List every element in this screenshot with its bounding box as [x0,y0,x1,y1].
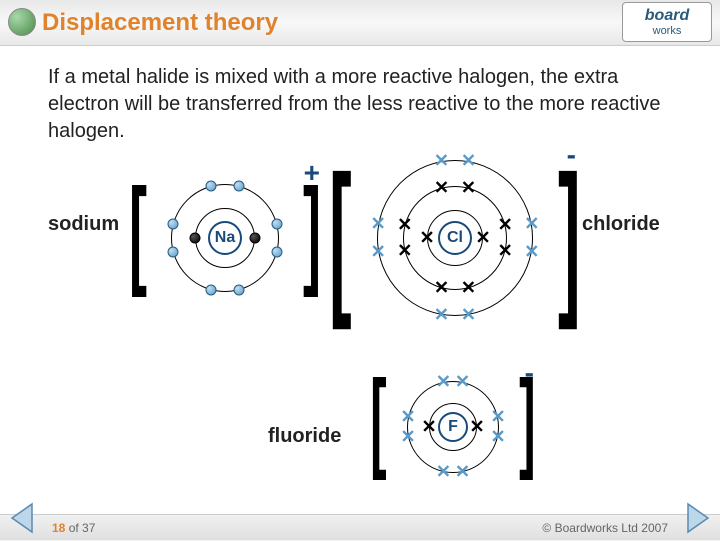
electron-icon: ✕ [455,372,470,390]
electron-icon: ✕ [436,462,451,480]
electron-icon [206,285,217,296]
electron-icon: ✕ [434,178,449,196]
electron-icon [167,246,178,257]
label-sodium: sodium [48,213,119,236]
electron-icon: ✕ [419,228,434,246]
electron-icon: ✕ [434,278,449,296]
electron-icon: ✕ [436,372,451,390]
electron-icon: ✕ [490,427,505,445]
electron-icon: ✕ [371,215,386,233]
charge-na: + [304,157,320,189]
page-number: 18 [52,521,65,535]
nucleus-label: Cl [438,221,472,255]
nucleus-label: Na [208,221,242,255]
sodium-ion: [ ] + Na [140,163,310,313]
charge-f: - [525,357,534,389]
bracket-right-icon: ] [558,151,581,321]
electron-icon: ✕ [461,151,476,169]
electron-icon: ✕ [475,228,490,246]
slide-title: Displacement theory [42,9,278,37]
electron-icon: ✕ [397,242,412,260]
electron-icon: ✕ [490,408,505,426]
electron-icon [272,219,283,230]
logo-bottom: works [653,25,682,37]
boardworks-logo: board works [622,2,712,42]
label-chloride: chloride [582,213,660,236]
header-bar: Displacement theory board works [0,0,720,46]
electron-icon [233,285,244,296]
bracket-right-icon: ] [303,171,321,291]
electron-icon: ✕ [400,427,415,445]
label-fluoride: fluoride [268,425,341,448]
electron-icon: ✕ [498,242,513,260]
electron-icon [167,219,178,230]
diagram-area: sodium chloride fluoride [ ] + Na [ ] - … [0,155,720,535]
electron-icon [190,233,201,244]
page-of: of 37 [65,521,95,535]
copyright: © Boardworks Ltd 2007 [542,521,668,535]
slide: Displacement theory board works If a met… [0,0,720,540]
page-counter: 18 of 37 [52,521,95,535]
logo-top: board [645,7,689,25]
bracket-left-icon: [ [370,365,386,475]
charge-cl: - [567,139,576,171]
electron-icon [206,180,217,191]
chloride-ion: [ ] - Cl✕✕✕✕✕✕✕✕✕✕✕✕✕✕✕✕✕✕ [340,143,570,333]
electron-icon [250,233,261,244]
next-button[interactable] [678,500,714,536]
electron-icon: ✕ [421,417,436,435]
electron-icon: ✕ [455,462,470,480]
electron-icon [233,180,244,191]
fluoride-ion: [ ] - F✕✕✕✕✕✕✕✕✕✕ [378,365,528,495]
electron-icon [272,246,283,257]
electron-icon: ✕ [469,417,484,435]
electron-icon: ✕ [371,242,386,260]
bracket-left-icon: [ [129,171,147,291]
nucleus-label: F [438,412,468,442]
globe-icon [8,8,36,36]
electron-icon: ✕ [461,278,476,296]
electron-icon: ✕ [400,408,415,426]
electron-icon: ✕ [524,215,539,233]
footer-bar: 18 of 37 © Boardworks Ltd 2007 [0,514,720,540]
arrow-left-icon [6,500,42,536]
electron-icon: ✕ [461,178,476,196]
electron-icon: ✕ [461,305,476,323]
electron-icon: ✕ [434,305,449,323]
electron-icon: ✕ [397,215,412,233]
body-text: If a metal halide is mixed with a more r… [0,46,720,155]
electron-icon: ✕ [434,151,449,169]
arrow-right-icon [678,500,714,536]
electron-icon: ✕ [498,215,513,233]
electron-icon: ✕ [524,242,539,260]
bracket-left-icon: [ [329,151,352,321]
prev-button[interactable] [6,500,42,536]
